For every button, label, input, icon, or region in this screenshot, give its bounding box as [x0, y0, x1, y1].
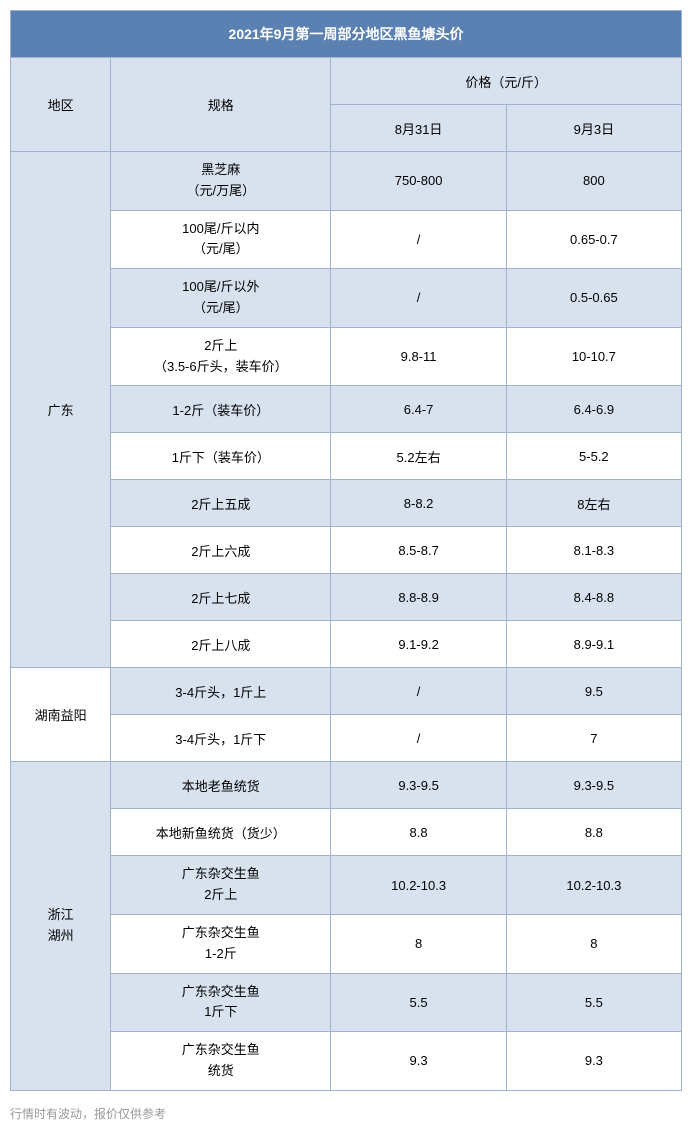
price-cell: 8: [331, 914, 506, 973]
price-table: 2021年9月第一周部分地区黑鱼塘头价 地区 规格 价格（元/斤） 8月31日 …: [10, 10, 682, 1091]
table-row: 2斤上五成 8-8.2 8左右: [11, 480, 682, 527]
price-cell: 10.2-10.3: [506, 856, 681, 915]
spec-cell: 广东杂交生鱼 1斤下: [111, 973, 331, 1032]
header-row-1: 地区 规格 价格（元/斤）: [11, 58, 682, 105]
price-cell: 5.2左右: [331, 433, 506, 480]
price-cell: 10.2-10.3: [331, 856, 506, 915]
spec-cell: 3-4斤头，1斤下: [111, 715, 331, 762]
table-row: 2斤上六成 8.5-8.7 8.1-8.3: [11, 527, 682, 574]
spec-cell: 黑芝麻 （元/万尾）: [111, 152, 331, 211]
spec-cell: 2斤上六成: [111, 527, 331, 574]
table-row: 本地新鱼统货（货少） 8.8 8.8: [11, 809, 682, 856]
header-price: 价格（元/斤）: [331, 58, 682, 105]
price-cell: 750-800: [331, 152, 506, 211]
price-cell: 6.4-6.9: [506, 386, 681, 433]
region-cell: 浙江 湖州: [11, 762, 111, 1090]
table-row: 广东杂交生鱼 1斤下 5.5 5.5: [11, 973, 682, 1032]
header-region: 地区: [11, 58, 111, 152]
footer-note: 行情时有波动，报价仅供参考: [10, 1105, 682, 1122]
price-cell: 9.8-11: [331, 327, 506, 386]
price-cell: 9.5: [506, 668, 681, 715]
spec-cell: 2斤上五成: [111, 480, 331, 527]
price-cell: 9.1-9.2: [331, 621, 506, 668]
table-row: 2斤上八成 9.1-9.2 8.9-9.1: [11, 621, 682, 668]
spec-cell: 广东杂交生鱼 1-2斤: [111, 914, 331, 973]
table-row: 3-4斤头，1斤下 / 7: [11, 715, 682, 762]
spec-cell: 2斤上七成: [111, 574, 331, 621]
header-spec: 规格: [111, 58, 331, 152]
price-cell: /: [331, 668, 506, 715]
price-cell: 8.1-8.3: [506, 527, 681, 574]
spec-cell: 1斤下（装车价）: [111, 433, 331, 480]
price-cell: 0.65-0.7: [506, 210, 681, 269]
table-row: 2斤上 （3.5-6斤头，装车价） 9.8-11 10-10.7: [11, 327, 682, 386]
price-cell: 10-10.7: [506, 327, 681, 386]
spec-cell: 100尾/斤以内 （元/尾）: [111, 210, 331, 269]
price-cell: 5.5: [331, 973, 506, 1032]
price-cell: 8左右: [506, 480, 681, 527]
price-cell: 9.3-9.5: [331, 762, 506, 809]
price-cell: 5.5: [506, 973, 681, 1032]
price-cell: /: [331, 269, 506, 328]
price-cell: 800: [506, 152, 681, 211]
spec-cell: 本地老鱼统货: [111, 762, 331, 809]
price-cell: 0.5-0.65: [506, 269, 681, 328]
table-row: 广东 黑芝麻 （元/万尾） 750-800 800: [11, 152, 682, 211]
price-cell: /: [331, 715, 506, 762]
price-cell: /: [331, 210, 506, 269]
header-date1: 8月31日: [331, 105, 506, 152]
title-row: 2021年9月第一周部分地区黑鱼塘头价: [11, 11, 682, 58]
table-row: 1-2斤（装车价） 6.4-7 6.4-6.9: [11, 386, 682, 433]
price-cell: 7: [506, 715, 681, 762]
price-cell: 8.8: [506, 809, 681, 856]
price-cell: 6.4-7: [331, 386, 506, 433]
table-row: 100尾/斤以外 （元/尾） / 0.5-0.65: [11, 269, 682, 328]
region-cell: 广东: [11, 152, 111, 668]
spec-cell: 2斤上八成: [111, 621, 331, 668]
spec-cell: 广东杂交生鱼 2斤上: [111, 856, 331, 915]
spec-cell: 2斤上 （3.5-6斤头，装车价）: [111, 327, 331, 386]
spec-cell: 本地新鱼统货（货少）: [111, 809, 331, 856]
price-cell: 8.4-8.8: [506, 574, 681, 621]
table-row: 广东杂交生鱼 统货 9.3 9.3: [11, 1032, 682, 1091]
table-row: 浙江 湖州 本地老鱼统货 9.3-9.5 9.3-9.5: [11, 762, 682, 809]
price-cell: 9.3: [506, 1032, 681, 1091]
price-cell: 8.9-9.1: [506, 621, 681, 668]
header-date2: 9月3日: [506, 105, 681, 152]
region-cell: 湖南益阳: [11, 668, 111, 762]
price-cell: 9.3-9.5: [506, 762, 681, 809]
price-cell: 8.8-8.9: [331, 574, 506, 621]
spec-cell: 3-4斤头，1斤上: [111, 668, 331, 715]
spec-cell: 广东杂交生鱼 统货: [111, 1032, 331, 1091]
spec-cell: 1-2斤（装车价）: [111, 386, 331, 433]
price-cell: 8-8.2: [331, 480, 506, 527]
price-cell: 8.8: [331, 809, 506, 856]
spec-cell: 100尾/斤以外 （元/尾）: [111, 269, 331, 328]
price-cell: 8.5-8.7: [331, 527, 506, 574]
table-row: 2斤上七成 8.8-8.9 8.4-8.8: [11, 574, 682, 621]
price-cell: 5-5.2: [506, 433, 681, 480]
table-title: 2021年9月第一周部分地区黑鱼塘头价: [11, 11, 682, 58]
price-cell: 8: [506, 914, 681, 973]
table-row: 广东杂交生鱼 1-2斤 8 8: [11, 914, 682, 973]
table-row: 湖南益阳 3-4斤头，1斤上 / 9.5: [11, 668, 682, 715]
table-row: 广东杂交生鱼 2斤上 10.2-10.3 10.2-10.3: [11, 856, 682, 915]
price-cell: 9.3: [331, 1032, 506, 1091]
table-row: 100尾/斤以内 （元/尾） / 0.65-0.7: [11, 210, 682, 269]
table-row: 1斤下（装车价） 5.2左右 5-5.2: [11, 433, 682, 480]
